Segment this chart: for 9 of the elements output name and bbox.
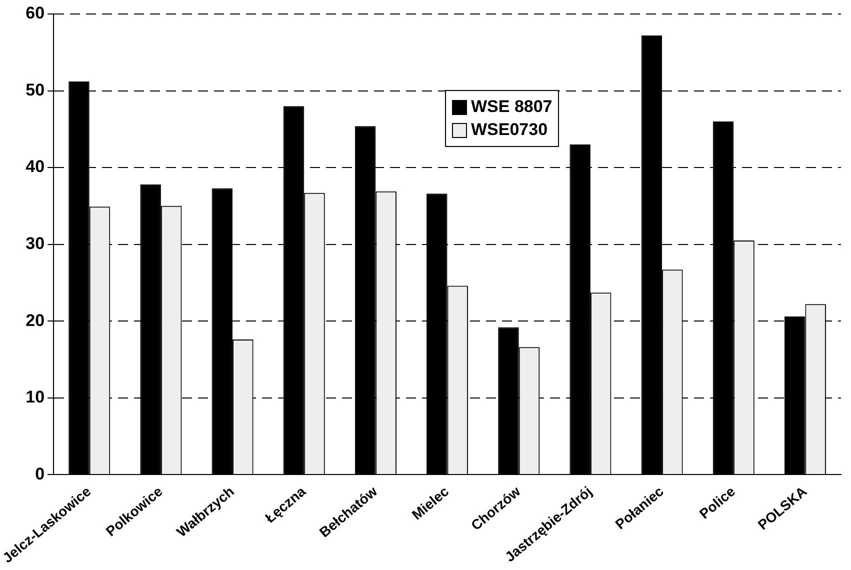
y-tick-label: 30 [26,234,45,253]
y-tick-label: 10 [26,388,45,407]
y-tick-label: 0 [35,464,45,484]
legend-label: WSE 8807 [471,97,552,117]
y-tick-label: 50 [26,80,45,100]
y-tick-label: 40 [26,157,45,176]
y-tick-label: 60 [26,4,45,23]
legend-label: WSE0730 [471,120,548,140]
y-tick-label: 20 [26,310,45,330]
